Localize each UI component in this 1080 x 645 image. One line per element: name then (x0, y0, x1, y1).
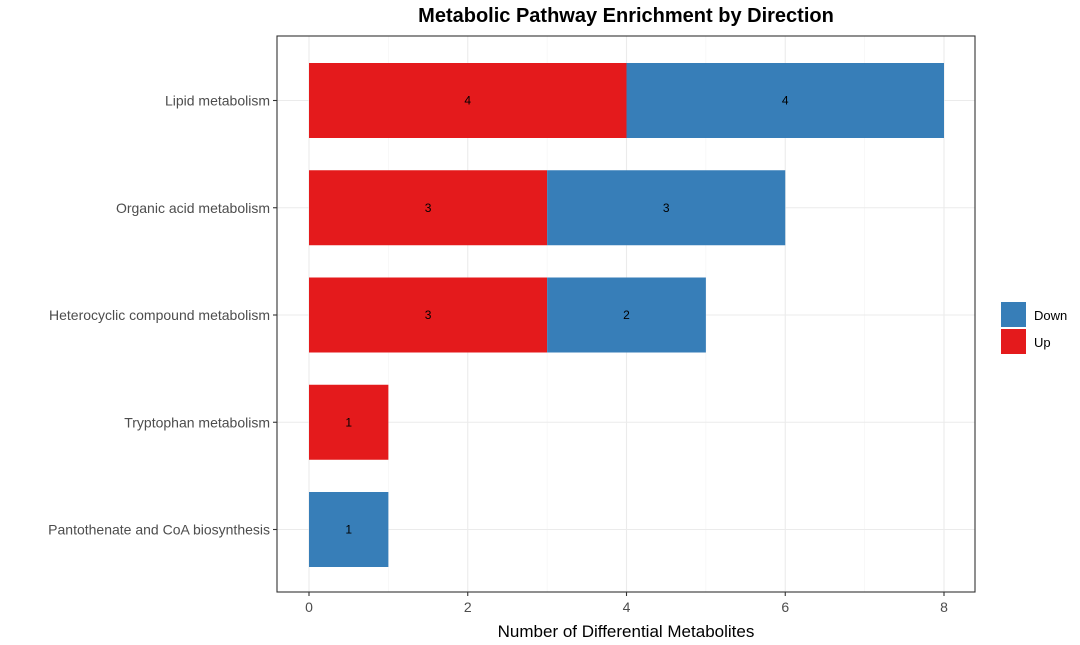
legend-key-down (1001, 302, 1026, 327)
bar-up (309, 63, 627, 138)
axis-layer: Lipid metabolism Organic acid metabolism H… (48, 93, 948, 616)
bar-value-label: 3 (425, 201, 432, 215)
bar-up (309, 277, 548, 353)
bar-up (309, 170, 548, 246)
y-tick-label: Lipid metabolism (165, 93, 270, 109)
y-tick-label: Heterocyclic compound metabolism (49, 307, 270, 323)
label-layer: 4 4 3 3 3 2 1 1 (345, 94, 789, 537)
legend: Down Up (1001, 302, 1067, 354)
legend-label-up: Up (1034, 335, 1051, 350)
bar-up (309, 384, 389, 460)
legend-label-down: Down (1034, 308, 1067, 323)
bar-layer (309, 63, 944, 567)
y-tick-label: Tryptophan metabolism (124, 414, 270, 430)
bar-value-label: 3 (425, 308, 432, 322)
bar-value-label: 4 (782, 94, 789, 108)
bar-value-label: 1 (345, 415, 352, 429)
bar-down (547, 277, 706, 353)
bar-down (547, 170, 786, 246)
y-tick-label: Organic acid metabolism (116, 200, 270, 216)
legend-key-up (1001, 329, 1026, 354)
bar-value-label: 3 (663, 201, 670, 215)
bar-value-label: 4 (464, 94, 471, 108)
bar-value-label: 1 (345, 523, 352, 537)
y-tick-label: Pantothenate and CoA biosynthesis (48, 522, 270, 538)
bar-down (626, 63, 944, 138)
x-tick-label: 6 (781, 599, 789, 615)
x-tick-label: 8 (940, 599, 948, 615)
x-tick-label: 4 (623, 599, 631, 615)
x-tick-label: 0 (305, 599, 313, 615)
x-tick-label: 2 (464, 599, 472, 615)
bar-down (309, 492, 389, 567)
bar-value-label: 2 (623, 308, 630, 322)
x-axis-title: Number of Differential Metabolites (498, 622, 755, 641)
chart-title: Metabolic Pathway Enrichment by Directio… (418, 5, 834, 27)
